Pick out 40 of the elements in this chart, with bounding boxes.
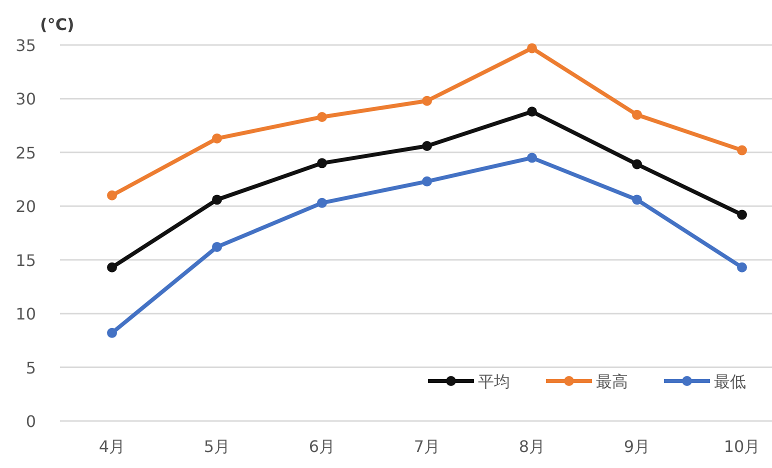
point [737,262,747,272]
y-tick-label: 25 [16,143,36,162]
point [422,96,432,106]
y-tick-label: 30 [16,90,36,109]
point [107,262,117,272]
point [317,198,327,208]
point [632,110,642,120]
x-tick-label: 4月 [98,437,126,456]
legend-label: 平均 [478,372,510,391]
point [632,194,642,205]
y-tick-label: 35 [16,36,36,55]
point [317,158,327,168]
point [317,112,327,122]
x-tick-label: 8月 [518,437,546,456]
legend-label: 最高 [596,372,628,391]
y-tick-label: 10 [16,304,36,324]
point [107,190,117,200]
point [107,328,117,338]
y-tick-label: 20 [16,197,36,216]
point [212,242,222,252]
point [632,159,642,170]
x-tick-label: 9月 [624,437,650,456]
point [212,194,222,205]
y-axis-title: (°C) [40,15,74,34]
point [212,133,222,144]
legend-label: 最低 [714,372,746,391]
point [737,210,747,220]
x-tick-label: 7月 [414,437,440,456]
point [527,43,537,54]
y-tick-label: 5 [26,358,36,378]
y-tick-label: 15 [16,250,36,270]
x-tick-label: 5月 [204,437,230,456]
point [527,106,537,117]
point [422,176,432,186]
point [737,145,747,156]
x-tick-label: 6月 [308,437,336,456]
y-tick-label: 0 [26,412,36,431]
x-tick-label: 10月 [724,437,760,456]
point [422,140,432,151]
point [527,152,537,163]
